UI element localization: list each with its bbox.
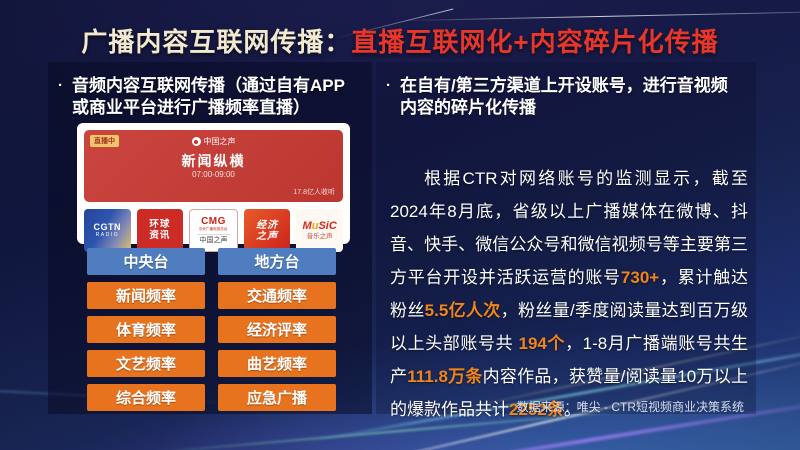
slide-title: 广播内容互联网传播：直播互联网化+内容碎片化传播 bbox=[0, 22, 800, 59]
program-time: 07:00-09:00 bbox=[192, 170, 235, 179]
tile-text: CGTN bbox=[93, 221, 122, 232]
stat-text: 内容作品，获赞量/阅读量10万以上的爆款作品共计 bbox=[390, 367, 748, 419]
table-header-local: 地方台 bbox=[218, 248, 336, 275]
data-source-note: 数据来源：唯尖 - CTR短视频商业决策系统 bbox=[516, 400, 744, 414]
music-name: 音乐之声 bbox=[306, 233, 333, 241]
stat-hot-works: 2252条 bbox=[509, 400, 564, 419]
tile-cgtn-radio[interactable]: CGTN RADIO bbox=[84, 209, 131, 252]
cmg-logo: CMG bbox=[201, 216, 226, 228]
frequency-table: 中央台 地方台 新闻频率 交通频率 体育频率 经济评率 文艺频率 曲艺频率 综合… bbox=[87, 248, 336, 411]
stat-accounts-count: 730+ bbox=[620, 268, 660, 287]
live-program-card: 直播中 中国之声 新闻纵横 07:00-09:00 17.8亿人收听 bbox=[84, 130, 343, 207]
bullet-icon: · bbox=[386, 77, 391, 94]
listener-count: 17.8亿人收听 bbox=[293, 189, 335, 196]
music-logo: MuSiC bbox=[302, 220, 337, 233]
table-cell: 应急广播 bbox=[218, 384, 336, 411]
tile-text: 资讯 bbox=[149, 229, 171, 241]
left-panel: · 音频内容互联网传播（通过自有APP或商业平台进行广播频率直播） 直播中 中国… bbox=[48, 62, 372, 414]
statistics-paragraph: 根据CTR对网络账号的监测显示，截至2024年8月底，省级以上广播媒体在微博、抖… bbox=[390, 162, 748, 426]
channel-tiles: CGTN RADIO 环球 资讯 CMG 中央广播电视总台 中国之声 经济 之声 bbox=[84, 209, 343, 252]
tile-text: 环球 bbox=[149, 219, 171, 231]
divider bbox=[197, 233, 230, 235]
right-panel: · 在自有/第三方渠道上开设账号，进行音视频内容的碎片化传播 根据CTR对网络账… bbox=[376, 62, 756, 419]
tile-huanqiu-zixun[interactable]: 环球 资讯 bbox=[136, 209, 184, 252]
table-cell: 文艺频率 bbox=[87, 350, 205, 377]
slide-title-accent: 直播互联网化+内容碎片化传播 bbox=[351, 27, 719, 57]
station-name: 中国之声 bbox=[203, 137, 236, 146]
radio-app-screenshot: 直播中 中国之声 新闻纵横 07:00-09:00 17.8亿人收听 CGTN … bbox=[77, 123, 350, 252]
stat-works-count: 111.8万条 bbox=[407, 367, 483, 386]
stat-text: ，粉丝量/季度阅读量达到百万级以上头部账号共 bbox=[390, 301, 749, 353]
slide-title-plain: 广播内容互联网传播： bbox=[81, 27, 352, 57]
left-bullet-text: 音频内容互联网传播（通过自有APP或商业平台进行广播频率直播） bbox=[72, 76, 345, 118]
stat-text: ，1-8月广播端账号共生产 bbox=[390, 334, 748, 386]
table-cell: 交通频率 bbox=[218, 282, 336, 309]
decorative-line bbox=[400, 11, 800, 22]
bullet-icon: · bbox=[58, 77, 63, 94]
stat-fans-reach: 5.5亿人次 bbox=[424, 301, 501, 320]
stat-text: 根据CTR对网络账号的监测显示，截至2024年8月底，省级以上广播媒体在微博、抖… bbox=[390, 169, 748, 287]
table-cell: 新闻频率 bbox=[87, 282, 205, 309]
cmg-name: 中国之声 bbox=[199, 236, 228, 244]
live-badge: 直播中 bbox=[90, 135, 119, 147]
right-bullet: · 在自有/第三方渠道上开设账号，进行音视频内容的碎片化传播 bbox=[376, 62, 756, 120]
tile-text: RADIO bbox=[95, 231, 119, 238]
table-cell: 体育频率 bbox=[87, 316, 205, 343]
tile-jingji-zhisheng[interactable]: 经济 之声 bbox=[243, 209, 291, 252]
card-notch bbox=[208, 202, 219, 207]
table-header-central: 中央台 bbox=[87, 248, 205, 275]
stat-text: 。 bbox=[563, 400, 581, 419]
stat-text: ，累计触达粉丝 bbox=[390, 268, 749, 320]
stat-head-accounts: 194个 bbox=[518, 334, 566, 353]
station-header: 中国之声 bbox=[84, 136, 343, 147]
cmg-subtitle: 中央广播电视总台 bbox=[199, 226, 228, 232]
program-title: 新闻纵横 bbox=[181, 153, 246, 169]
tile-text: 经济 bbox=[256, 219, 279, 231]
table-cell: 综合频率 bbox=[87, 384, 205, 411]
station-logo-icon bbox=[191, 137, 201, 146]
table-cell: 曲艺频率 bbox=[218, 350, 336, 377]
tile-cmg-zhongguozhisheng[interactable]: CMG 中央广播电视总台 中国之声 bbox=[189, 209, 238, 252]
table-cell: 经济评率 bbox=[218, 316, 336, 343]
left-bullet: · 音频内容互联网传播（通过自有APP或商业平台进行广播频率直播） bbox=[48, 62, 372, 120]
tile-yinyue-zhisheng[interactable]: MuSiC 音乐之声 bbox=[296, 209, 343, 252]
right-bullet-text: 在自有/第三方渠道上开设账号，进行音视频内容的碎片化传播 bbox=[400, 76, 728, 118]
tile-text: 之声 bbox=[256, 230, 279, 242]
